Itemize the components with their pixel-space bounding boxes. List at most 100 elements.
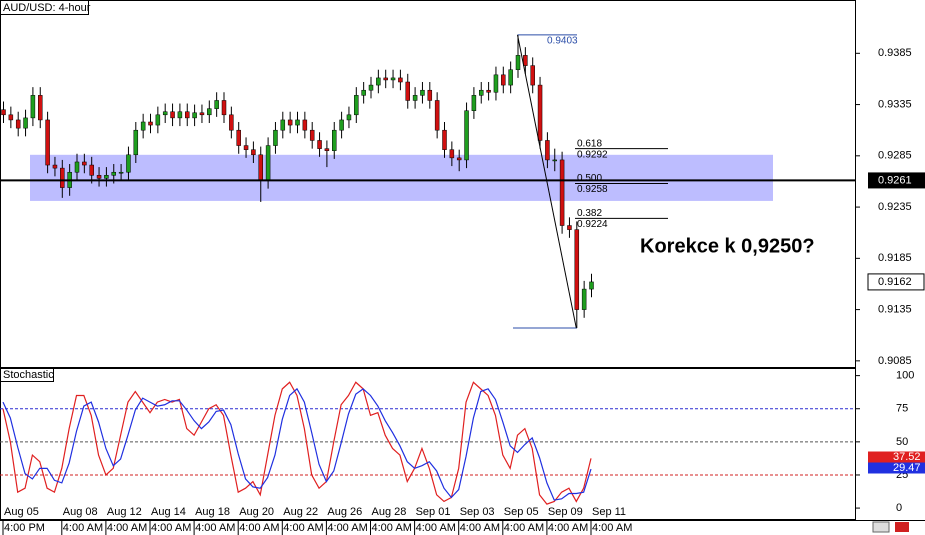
chart-title: AUD/USD: 4-hour [3,2,91,14]
candle-body [15,119,21,129]
x-date-label: Aug 22 [283,506,318,518]
candle-body [390,77,396,81]
candle-body [574,229,580,310]
x-time-label: 4:00 AM [195,522,235,534]
candle-body [412,95,418,101]
x-time-label: 4:00 AM [151,522,191,534]
candle-body [317,140,322,149]
candle-body [567,225,572,230]
x-time-label: 4:00 AM [460,522,500,534]
y-tick-label: 75 [896,403,908,415]
x-time-label: 4:00 AM [63,522,103,534]
fib-ratio-label: 0.382 [577,208,602,219]
y-tick-label: 0.9285 [878,150,912,162]
candle-body [295,119,300,126]
candle-body [302,119,308,131]
fib-price-label: 0.9292 [577,149,608,160]
candle-body [346,114,352,121]
candle-body [177,111,183,119]
candle-body [23,117,28,129]
candle-body [192,112,197,119]
candle-body [155,114,161,126]
stochastic-title: Stochastic [3,369,54,381]
candle-body [442,129,447,150]
support-zone [30,154,773,201]
candle-body [332,129,337,151]
price-panel [0,0,856,368]
candle-body [354,95,359,116]
candle-body [199,112,205,116]
annotation: Korekce k 0,9250? [640,235,815,257]
x-date-label: Sep 11 [592,506,626,518]
candle-body [508,69,513,86]
shift-button[interactable] [895,522,909,532]
fib-trend-line [517,34,577,329]
x-date-label: Aug 18 [195,506,230,518]
y-tick-label: 100 [896,370,914,382]
candle-body [258,154,263,181]
fib-price-label: 0.9224 [577,219,608,230]
candle-body [280,119,286,131]
candle-body [8,114,14,121]
y-tick-label: 0.9085 [878,355,912,367]
last-price-badge [867,273,925,291]
candle-body [273,129,278,146]
last-price-label: 0.9162 [878,276,912,288]
candle-body [493,74,499,93]
x-date-label: Aug 26 [327,506,362,518]
candle-body [60,167,65,188]
candle-body [133,129,139,156]
x-date-label: Aug 20 [239,506,274,518]
candle-body [420,89,425,96]
candle-body [324,148,330,151]
candle-body [287,119,293,126]
x-date-label: Aug 12 [107,506,142,518]
candle-body [214,100,219,109]
y-tick-label: 0 [896,502,902,514]
fib-high-label: 0.9403 [547,35,578,46]
value-badge-label: 29.47 [893,462,921,474]
stochastic-panel [0,368,856,520]
candle-body [52,164,58,169]
candle-body [464,110,469,161]
candle-body [126,154,131,173]
candle-body [523,55,528,66]
fib-ratio-label: 0.500 [577,173,602,184]
candle-body [361,89,366,96]
candle-body [589,281,594,290]
y-tick-label: 0.9335 [878,98,912,110]
candle-body [398,77,403,83]
stochastic-line [2,381,592,505]
value-badge [868,462,925,474]
candle-body [405,81,410,101]
candle-body [243,145,249,150]
candle-body [449,149,455,159]
candle-body [140,121,146,131]
candle-body [530,65,535,86]
x-time-label: 4:00 PM [4,522,45,534]
x-date-label: Aug 14 [151,506,186,518]
candle-body [251,149,256,156]
candle-body [118,171,124,174]
x-time-label: 4:00 AM [327,522,367,534]
candle-body [236,129,241,146]
fib-price-label: 0.9258 [577,184,608,195]
scroll-button[interactable] [872,521,890,533]
stochastic-line [2,387,592,501]
x-date-label: Sep 03 [460,506,495,518]
candle-body [30,95,36,119]
x-date-label: Aug 08 [63,506,98,518]
candle-body [38,95,43,121]
value-badge [868,451,925,463]
candle-body [229,114,234,131]
candle-body [162,111,168,116]
candle-body [427,89,433,101]
candle-body [96,175,102,179]
candle-body [82,161,87,166]
candle-body [170,111,175,119]
x-date-label: Aug 28 [372,506,407,518]
candle-body [74,161,80,173]
candle-body [104,175,109,179]
x-time-label: 4:00 AM [504,522,544,534]
